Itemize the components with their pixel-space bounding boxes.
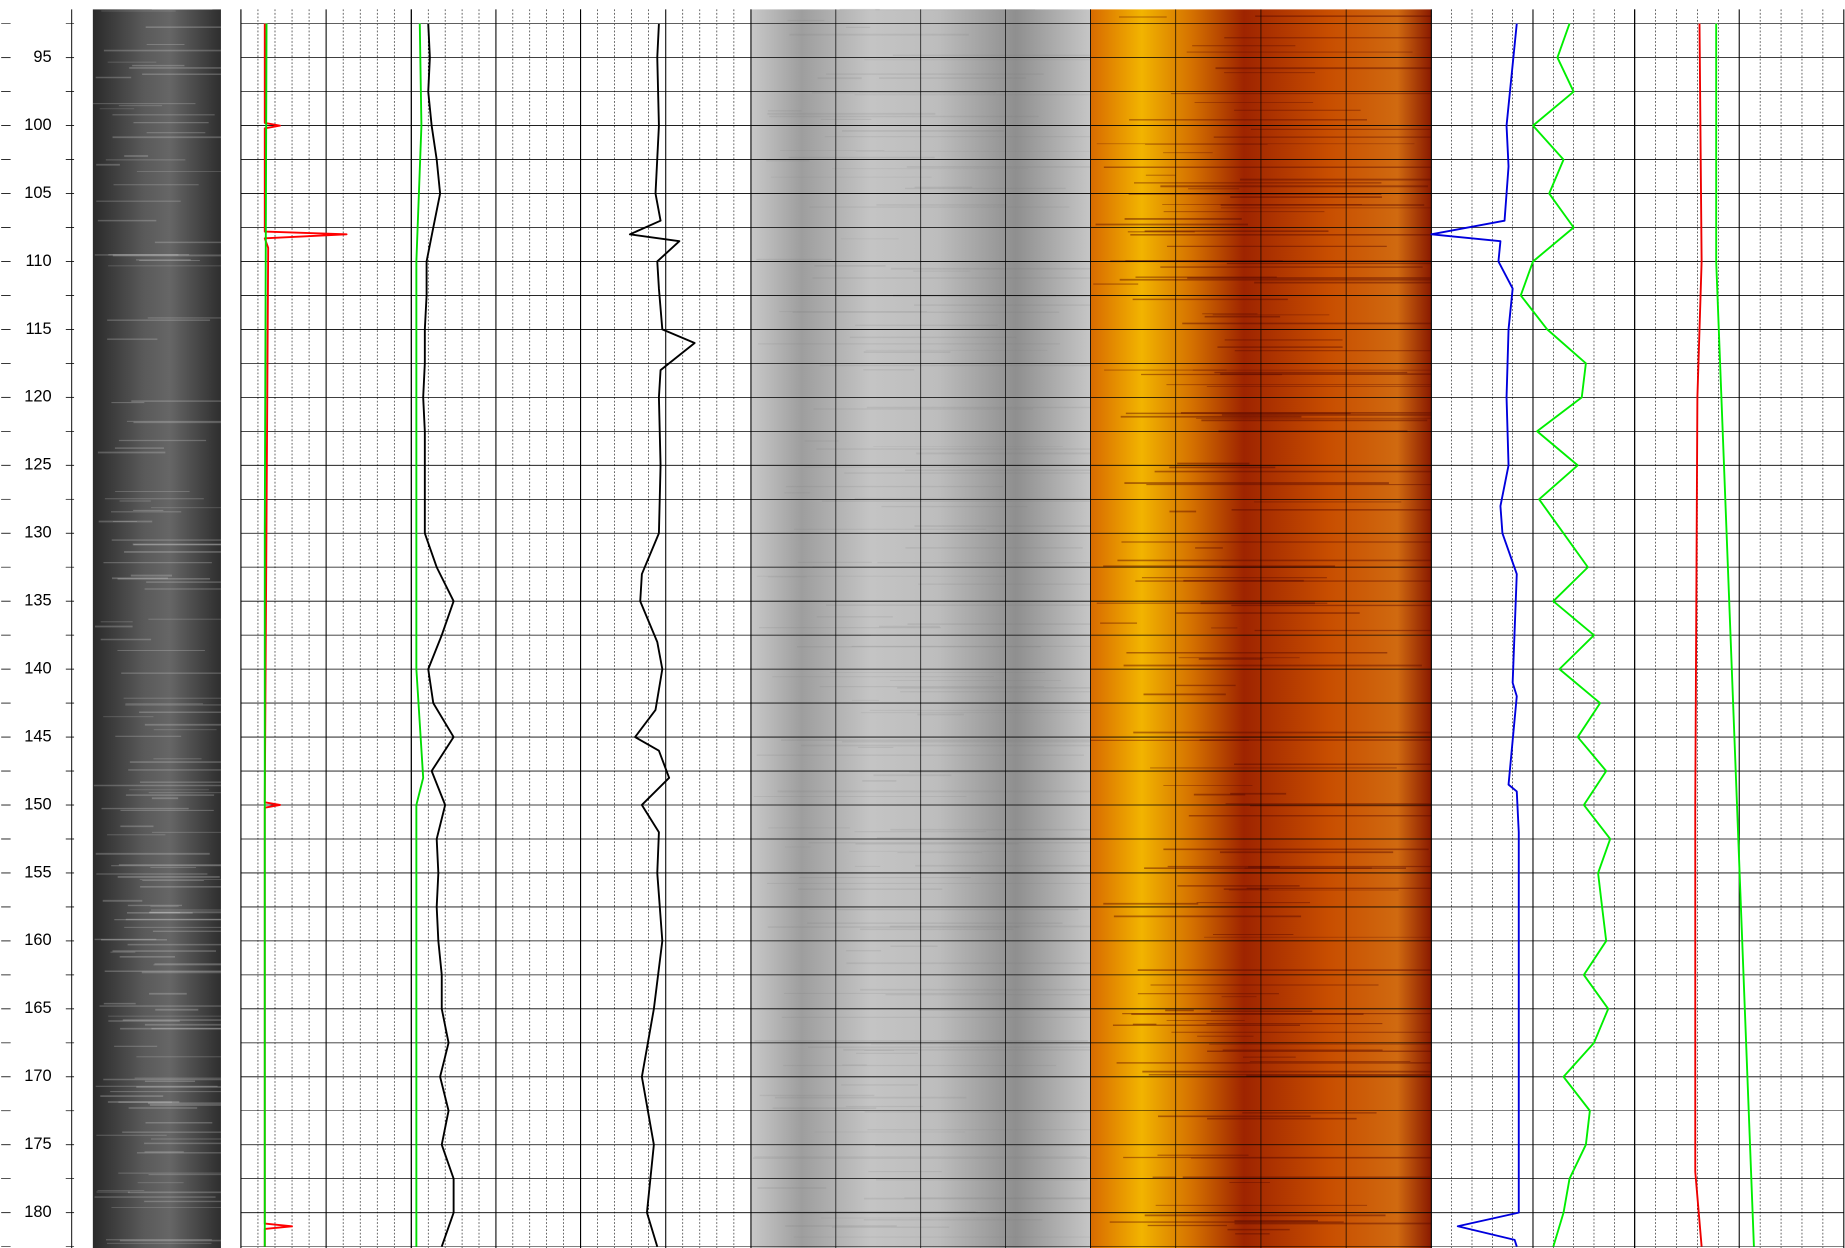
grid [1,9,1845,1248]
depth-label: 155 [24,863,51,881]
depth-labels: 95 100 105 110 115 120 125 130 135 140 145 150 155 16… [24,48,51,1221]
depth-label: 110 [26,252,52,270]
log-curve [263,23,268,1247]
acoustic-image [92,9,221,1248]
log-curve [1715,23,1755,1247]
depth-label: 175 [24,1135,51,1153]
depth-label: 165 [24,999,51,1017]
log-curve [263,23,348,1247]
depth-label: 170 [24,1067,51,1085]
depth-label: 125 [24,456,51,474]
depth-label: 100 [24,116,51,134]
depth-label: 115 [26,320,52,338]
log-curve [1694,23,1703,1247]
log-curve [415,23,425,1247]
log-curve [628,23,696,1247]
depth-label: 95 [33,48,51,66]
log-curve [1430,23,1520,1247]
depth-label: 160 [24,931,51,949]
log-curve [422,23,455,1247]
depth-label: 105 [24,184,51,202]
depth-label: 180 [24,1203,51,1221]
depth-label: 130 [24,524,51,542]
depth-label: 120 [24,388,51,406]
image-texture [92,8,1432,1244]
depth-label: 150 [24,795,51,813]
curves [263,23,1755,1247]
depth-label: 140 [24,659,51,677]
log-curve [1519,23,1612,1247]
depth-label: 135 [24,592,51,610]
depth-label: 145 [24,727,51,745]
